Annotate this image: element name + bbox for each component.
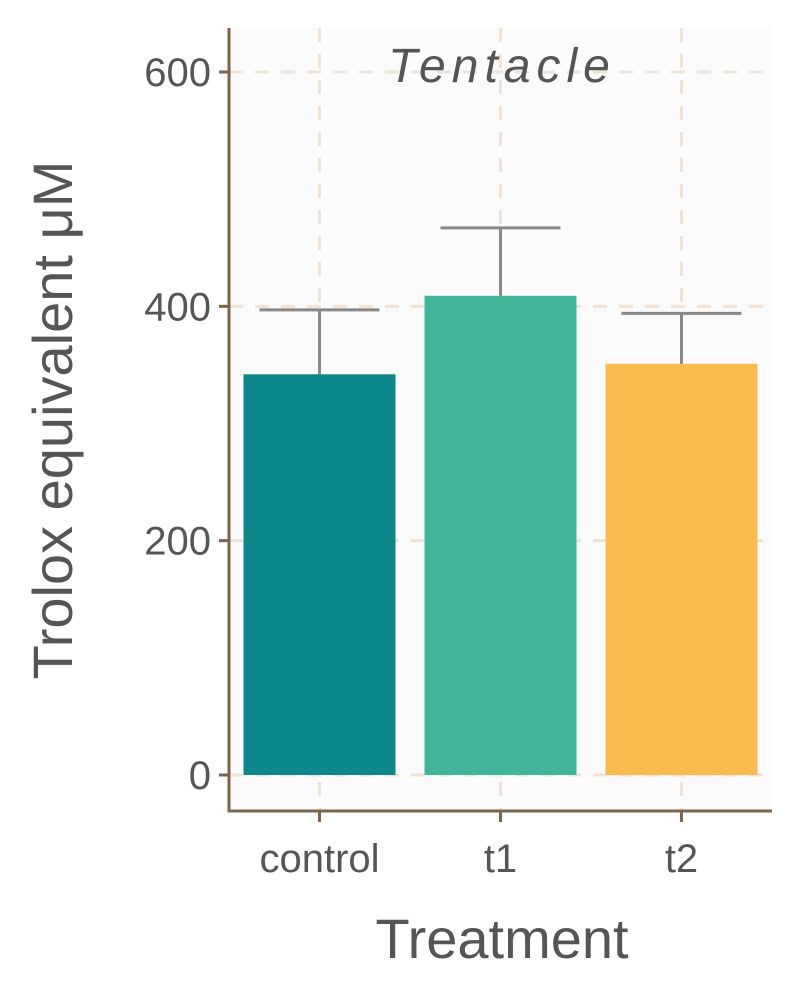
y-tick-label: 200 — [144, 520, 211, 564]
bars — [243, 295, 758, 775]
x-axis-title: Treatment — [375, 907, 629, 970]
bar-control — [243, 374, 396, 775]
y-axis-title: Trolox equivalent μM — [21, 161, 84, 680]
bar-t1 — [424, 295, 577, 775]
y-tick-label: 0 — [189, 754, 211, 798]
y-tick-label: 600 — [144, 51, 211, 95]
x-tick-label-control: control — [259, 837, 379, 881]
error-bars — [259, 226, 742, 375]
x-axis-ticks: control t1 t2 — [259, 811, 698, 881]
x-tick-label-t2: t2 — [665, 837, 698, 881]
bar-t2 — [605, 363, 758, 775]
panel-title: Tentacle — [388, 40, 616, 93]
y-axis-ticks: 0 200 400 600 — [144, 51, 229, 798]
x-tick-label-t1: t1 — [484, 837, 517, 881]
y-tick-label: 400 — [144, 285, 211, 329]
